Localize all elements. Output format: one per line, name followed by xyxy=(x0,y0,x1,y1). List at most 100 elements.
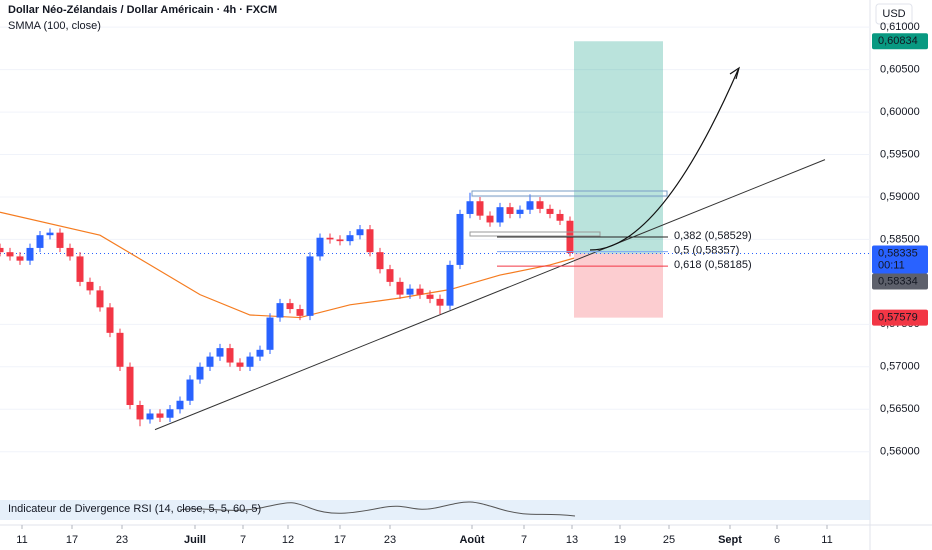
candle-body xyxy=(256,349,264,357)
candle-body xyxy=(116,332,124,367)
candle-body xyxy=(486,215,494,223)
candle-body xyxy=(306,256,314,316)
x-tick-label: 23 xyxy=(116,534,128,546)
candle-body xyxy=(516,209,524,214)
candle-body xyxy=(556,213,564,221)
candle-body xyxy=(176,400,184,410)
y-tick-label: 0,57000 xyxy=(880,361,920,373)
y-tick-label: 0,56000 xyxy=(880,446,920,458)
stop-price: 0,57579 xyxy=(878,312,918,324)
close-price-bg xyxy=(872,273,928,290)
candle-body xyxy=(0,247,4,253)
candle-body xyxy=(436,298,444,306)
x-tick-label: 13 xyxy=(566,534,578,546)
x-tick-label: 17 xyxy=(66,534,78,546)
x-tick-label: 11 xyxy=(16,534,27,546)
candle-body xyxy=(456,213,464,265)
arrow-head xyxy=(729,66,741,80)
candle-body xyxy=(506,207,514,214)
candle-body xyxy=(216,348,224,357)
candle-body xyxy=(146,413,154,420)
range-box xyxy=(471,190,668,197)
candle-body xyxy=(356,229,364,236)
candle-body xyxy=(416,288,424,295)
x-tick-label: 7 xyxy=(240,534,246,546)
rsi-line xyxy=(179,501,576,517)
candle-body xyxy=(6,252,14,257)
candle-body xyxy=(316,237,324,257)
x-tick-label: 11 xyxy=(821,534,832,546)
candle-body xyxy=(366,229,374,253)
y-tick-label: 0,59000 xyxy=(880,191,920,203)
range-box xyxy=(469,231,601,237)
candle-body xyxy=(86,281,94,291)
rsi-pane xyxy=(0,500,870,520)
candle-body xyxy=(136,405,144,420)
indicator-title: SMMA (100, close) xyxy=(8,20,101,32)
candle-body xyxy=(246,356,254,367)
x-tick-label: 23 xyxy=(384,534,396,546)
candle-body xyxy=(46,232,54,236)
projection-arrow xyxy=(589,69,739,251)
candle-body xyxy=(386,269,394,282)
fib-label: 0,382 (0,58529) xyxy=(674,230,752,242)
last-price-bg xyxy=(872,245,928,274)
x-tick-label: 17 xyxy=(334,534,346,546)
x-tick-label: Août xyxy=(459,534,484,546)
candle-body xyxy=(346,235,354,242)
candle-body xyxy=(156,413,164,418)
candle-body xyxy=(546,208,554,214)
trendline xyxy=(154,159,826,431)
target-bg xyxy=(872,33,928,50)
candle-body xyxy=(496,207,504,223)
candle-body xyxy=(296,309,304,316)
x-tick-label: 25 xyxy=(663,534,675,546)
y-tick-label: 0,58500 xyxy=(880,233,920,245)
smma-line xyxy=(0,211,575,319)
candle-body xyxy=(396,281,404,295)
fib-label: 0,618 (0,58185) xyxy=(674,259,752,271)
fib-label: 0,5 (0,58357) xyxy=(674,244,739,256)
candle-body xyxy=(226,348,234,363)
target-zone xyxy=(574,41,663,254)
candle-body xyxy=(376,252,384,270)
target-price: 0,60834 xyxy=(878,35,918,47)
chart-title: Dollar Néo-Zélandais / Dollar Américain … xyxy=(8,4,277,16)
candle-body xyxy=(476,201,484,216)
candle-body xyxy=(56,232,64,248)
candle-body xyxy=(276,303,284,318)
candle-body xyxy=(266,317,274,350)
candle-body xyxy=(236,362,244,367)
last-price: 0,58335 xyxy=(878,247,918,259)
candle-body xyxy=(426,294,434,299)
candle-body xyxy=(36,235,44,248)
x-tick-label: 6 xyxy=(774,534,780,546)
close-price: 0,58334 xyxy=(878,275,918,287)
candle-body xyxy=(196,366,204,380)
candle-body xyxy=(446,264,454,306)
candle-body xyxy=(286,303,294,310)
currency[interactable]: USD xyxy=(882,8,905,20)
y-tick-label: 0,56500 xyxy=(880,403,920,415)
candle-body xyxy=(76,256,84,282)
x-tick-label: 12 xyxy=(282,534,294,546)
candle-body xyxy=(26,247,34,261)
candle-body xyxy=(166,409,174,418)
candle-body xyxy=(126,366,134,405)
x-tick-label: Sept xyxy=(718,534,742,546)
candle-body xyxy=(336,239,344,242)
candle-body xyxy=(96,290,104,308)
x-tick-label: Juill xyxy=(184,534,206,546)
rsi-title: Indicateur de Divergence RSI (14, close,… xyxy=(8,503,261,515)
candle-body xyxy=(106,307,114,333)
candle-body xyxy=(526,201,534,210)
candle-body xyxy=(536,201,544,209)
y-tick-label: 0,60500 xyxy=(880,64,920,76)
currency-box[interactable] xyxy=(875,3,913,25)
y-tick-label: 0,60000 xyxy=(880,106,920,118)
y-tick-label: 0,59500 xyxy=(880,148,920,160)
candle-body xyxy=(186,379,194,401)
candle-body xyxy=(326,237,334,240)
